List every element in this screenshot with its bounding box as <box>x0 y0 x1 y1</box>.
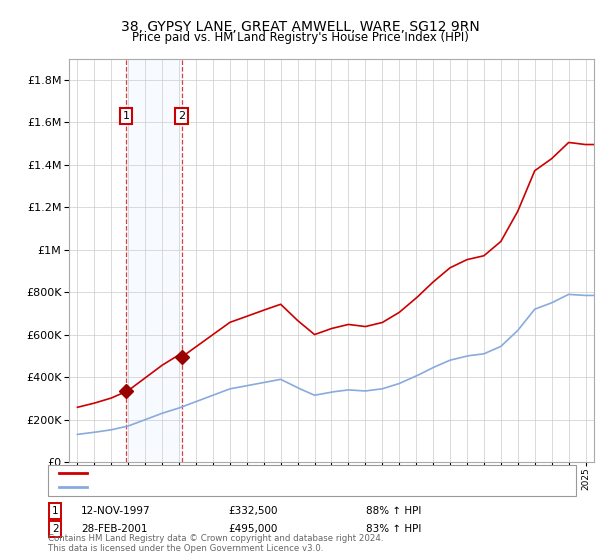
Text: 28-FEB-2001: 28-FEB-2001 <box>81 524 148 534</box>
Text: 1: 1 <box>52 506 59 516</box>
Text: 83% ↑ HPI: 83% ↑ HPI <box>366 524 421 534</box>
Bar <box>126 59 182 462</box>
Text: 38, GYPSY LANE, GREAT AMWELL, WARE, SG12 9RN (detached house): 38, GYPSY LANE, GREAT AMWELL, WARE, SG12… <box>93 468 441 478</box>
Text: 1: 1 <box>122 111 130 121</box>
Text: £495,000: £495,000 <box>228 524 277 534</box>
Text: 12-NOV-1997: 12-NOV-1997 <box>81 506 151 516</box>
Text: £332,500: £332,500 <box>228 506 277 516</box>
Text: 88% ↑ HPI: 88% ↑ HPI <box>366 506 421 516</box>
Text: 2: 2 <box>178 111 185 121</box>
Text: Contains HM Land Registry data © Crown copyright and database right 2024.
This d: Contains HM Land Registry data © Crown c… <box>48 534 383 553</box>
Text: 38, GYPSY LANE, GREAT AMWELL, WARE, SG12 9RN: 38, GYPSY LANE, GREAT AMWELL, WARE, SG12… <box>121 20 479 34</box>
Text: HPI: Average price, detached house, East Hertfordshire: HPI: Average price, detached house, East… <box>93 482 368 492</box>
Text: 2: 2 <box>52 524 59 534</box>
Text: Price paid vs. HM Land Registry's House Price Index (HPI): Price paid vs. HM Land Registry's House … <box>131 31 469 44</box>
